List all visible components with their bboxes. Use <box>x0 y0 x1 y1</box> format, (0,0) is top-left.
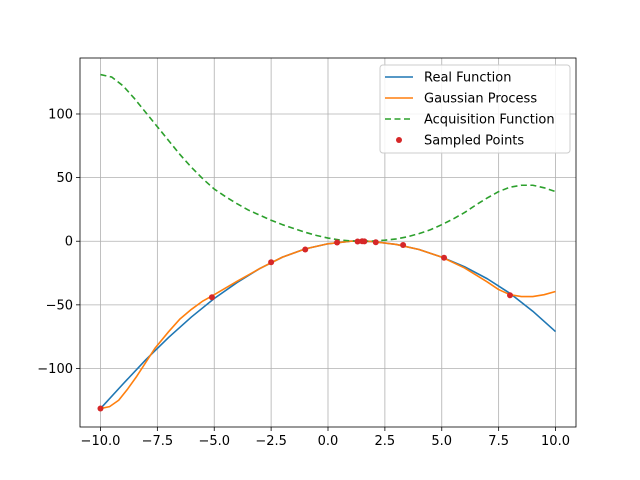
legend-marker <box>396 137 402 143</box>
acquisition-function-line <box>100 73 556 243</box>
plot-area <box>97 73 557 412</box>
sampled-point-marker <box>302 246 309 253</box>
sampled-point-marker <box>400 242 407 249</box>
legend-label: Acquisition Function <box>424 113 555 128</box>
legend: Real Function Gaussian Process Acquisition… <box>379 64 571 154</box>
sampled-point-marker <box>97 405 104 412</box>
x-tick-label: −5.0 <box>198 434 230 449</box>
legend-label: Gaussian Process <box>424 92 537 107</box>
y-tick-label: −50 <box>46 298 73 313</box>
x-tick-label: −10.0 <box>81 434 121 449</box>
legend-label: Sampled Points <box>424 134 524 149</box>
y-tick-label: −100 <box>37 362 73 377</box>
axis-ticks: −10.0 −7.5 −5.0 −2.5 0.0 2.5 5.0 7.5 10.0 −100 −50… <box>37 107 570 449</box>
sampled-point-marker <box>372 239 379 246</box>
sampled-point-marker <box>268 259 275 266</box>
sampled-point-marker <box>334 239 341 246</box>
x-tick-label: −2.5 <box>255 434 287 449</box>
sampled-point-marker <box>208 294 215 301</box>
x-tick-label: 5.0 <box>431 434 452 449</box>
legend-label: Real Function <box>424 71 511 86</box>
x-tick-label: 7.5 <box>488 434 509 449</box>
legend-box <box>379 64 571 154</box>
x-tick-label: −7.5 <box>142 434 174 449</box>
x-tick-label: 2.5 <box>375 434 396 449</box>
sampled-point-marker <box>441 254 448 261</box>
y-tick-label: 50 <box>56 171 73 186</box>
y-tick-label: 0 <box>65 235 73 250</box>
y-tick-label: 100 <box>48 107 73 122</box>
x-tick-label: 0.0 <box>318 434 339 449</box>
x-tick-label: 10.0 <box>541 434 570 449</box>
sampled-point-marker <box>354 238 361 245</box>
sampled-point-marker <box>507 292 514 299</box>
sampled-point-marker <box>361 238 368 245</box>
